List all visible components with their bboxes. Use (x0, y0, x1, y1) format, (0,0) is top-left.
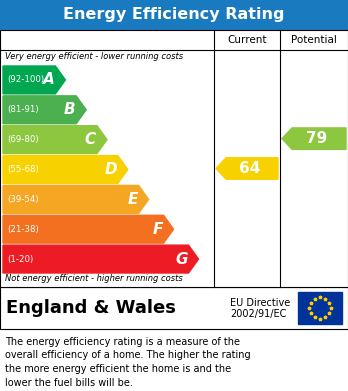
Text: (92-100): (92-100) (7, 75, 44, 84)
Text: Very energy efficient - lower running costs: Very energy efficient - lower running co… (5, 52, 183, 61)
Text: 2002/91/EC: 2002/91/EC (230, 309, 286, 319)
Bar (298, 292, 342, 324)
Text: B: B (64, 102, 75, 117)
Bar (0, 329, 348, 391)
Polygon shape (3, 156, 128, 183)
Text: (39-54): (39-54) (7, 195, 39, 204)
Text: G: G (175, 251, 188, 267)
Text: C: C (85, 132, 96, 147)
Bar (0, 30, 348, 287)
Polygon shape (3, 215, 174, 243)
Text: overall efficiency of a home. The higher the rating: overall efficiency of a home. The higher… (5, 350, 251, 361)
Text: (69-80): (69-80) (7, 135, 39, 144)
Text: Not energy efficient - higher running costs: Not energy efficient - higher running co… (5, 274, 183, 283)
Text: Energy Efficiency Rating: Energy Efficiency Rating (63, 7, 285, 23)
Text: EU Directive: EU Directive (230, 298, 290, 308)
Bar (0, 287, 348, 329)
Polygon shape (3, 66, 65, 94)
Text: the more energy efficient the home is and the: the more energy efficient the home is an… (5, 364, 231, 374)
Text: (21-38): (21-38) (7, 225, 39, 234)
Polygon shape (282, 128, 346, 149)
Polygon shape (216, 158, 278, 179)
Text: (55-68): (55-68) (7, 165, 39, 174)
Bar (0, 0, 348, 30)
Text: Current: Current (227, 35, 267, 45)
Text: E: E (127, 192, 137, 207)
Polygon shape (3, 96, 86, 124)
Text: 64: 64 (239, 161, 261, 176)
Polygon shape (3, 245, 198, 273)
Text: lower the fuel bills will be.: lower the fuel bills will be. (5, 377, 133, 387)
Text: (1-20): (1-20) (7, 255, 33, 264)
Text: England & Wales: England & Wales (6, 299, 176, 317)
Text: (81-91): (81-91) (7, 105, 39, 114)
Polygon shape (3, 185, 149, 213)
Text: F: F (152, 222, 163, 237)
Text: Potential: Potential (291, 35, 337, 45)
Text: D: D (104, 162, 117, 177)
Polygon shape (3, 126, 107, 154)
Text: A: A (43, 72, 54, 88)
Text: The energy efficiency rating is a measure of the: The energy efficiency rating is a measur… (5, 337, 240, 347)
Text: 79: 79 (306, 131, 327, 146)
